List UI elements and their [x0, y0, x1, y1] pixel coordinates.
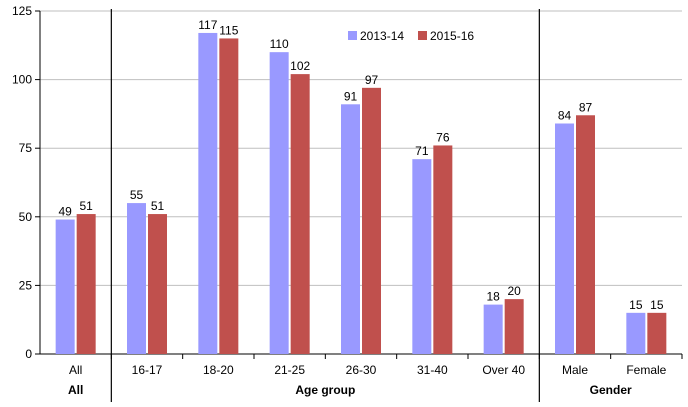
y-tick-label: 0: [25, 347, 32, 361]
y-tick-label: 100: [12, 73, 32, 87]
data-label: 97: [365, 73, 379, 87]
x-tick-label: 21-25: [274, 363, 305, 377]
legend-label-2015-16: 2015-16: [430, 29, 474, 43]
bar-2013-14-31-40: [412, 159, 432, 354]
data-label: 71: [415, 144, 429, 158]
bar-2015-16-All: [76, 214, 96, 354]
data-label: 76: [436, 130, 450, 144]
bar-2015-16-Male: [576, 115, 595, 354]
x-tick-label: Male: [562, 363, 588, 377]
bar-2013-14-Over 40: [483, 304, 503, 354]
x-tick-label: Female: [626, 363, 666, 377]
data-label: 20: [507, 284, 521, 298]
bar-2013-14-18-20: [198, 32, 218, 355]
bar-2015-16-Over 40: [504, 299, 524, 354]
bar-2013-14-21-25: [269, 52, 289, 354]
x-tick-label: 16-17: [132, 363, 163, 377]
data-label: 15: [629, 298, 643, 312]
bar-2015-16-Female: [647, 312, 667, 354]
data-label: 115: [219, 23, 238, 37]
x-tick-label: 31-40: [417, 363, 448, 377]
y-tick-label: 50: [19, 210, 33, 224]
x-tick-label: All: [69, 363, 82, 377]
bar-2013-14-All: [55, 219, 75, 354]
data-label: 84: [558, 109, 572, 123]
x-tick-label: 26-30: [346, 363, 377, 377]
data-label: 18: [486, 290, 500, 304]
y-tick-label: 25: [19, 278, 33, 292]
y-tick-label: 125: [12, 4, 32, 18]
group-label: All: [68, 383, 83, 397]
y-tick-label: 75: [19, 141, 33, 155]
group-label: Gender: [590, 383, 632, 397]
bar-2015-16-18-20: [219, 38, 239, 354]
data-label: 87: [579, 100, 593, 114]
bar-2015-16-16-17: [148, 214, 167, 354]
legend-swatch-2013-14: [348, 31, 357, 40]
data-label: 51: [79, 199, 93, 213]
bar-2013-14-26-30: [341, 104, 360, 355]
data-label: 15: [650, 298, 664, 312]
data-label: 110: [270, 37, 289, 51]
bar-2015-16-26-30: [362, 87, 381, 354]
x-tick-label: 18-20: [203, 363, 234, 377]
data-label: 91: [344, 89, 358, 103]
data-label: 49: [58, 205, 72, 219]
bar-2015-16-31-40: [433, 145, 453, 354]
legend-label-2013-14: 2013-14: [360, 29, 404, 43]
group-label: Age group: [295, 383, 355, 397]
data-label: 102: [290, 59, 310, 73]
data-label: 55: [130, 188, 144, 202]
x-tick-label: Over 40: [482, 363, 525, 377]
bar-2015-16-21-25: [290, 74, 310, 354]
data-label: 51: [151, 199, 165, 213]
bar-2013-14-16-17: [127, 203, 146, 354]
data-label: 117: [198, 18, 217, 32]
bar-2013-14-Female: [626, 312, 646, 354]
legend-swatch-2015-16: [418, 31, 427, 40]
bar-2013-14-Male: [555, 123, 574, 354]
